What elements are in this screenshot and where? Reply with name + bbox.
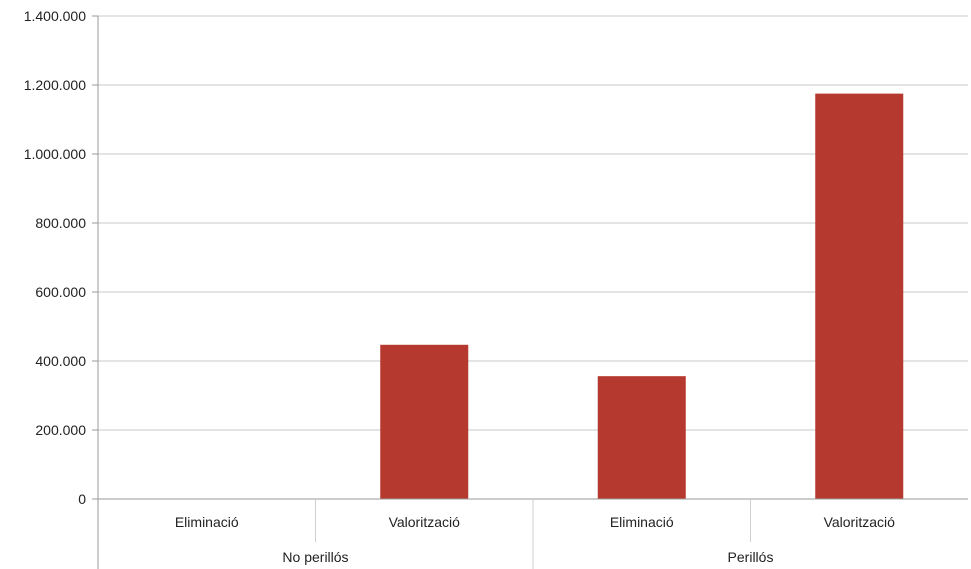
y-axis-tick-labels: 0 200.000 400.000 600.000 800.000 1.000.000 1.…: [24, 8, 87, 507]
bar: [380, 344, 469, 499]
y-tick-label: 200.000: [35, 422, 86, 438]
y-tick-label: 1.200.000: [24, 77, 86, 93]
x-group-label: No perillós: [282, 549, 348, 565]
y-tick-label: 600.000: [35, 284, 86, 300]
y-tick-label: 0: [78, 491, 86, 507]
x-category-label: Eliminació: [610, 514, 674, 530]
y-tick-label: 1.000.000: [24, 146, 86, 162]
x-group-label: Perillós: [728, 549, 774, 565]
bar: [597, 376, 686, 499]
y-tick-label: 1.400.000: [24, 8, 86, 24]
x-axis-group-labels: No perillós Perillós: [282, 549, 773, 565]
x-category-label: Eliminació: [175, 514, 239, 530]
x-category-label: Valorització: [824, 514, 896, 530]
bar: [815, 93, 904, 499]
y-tick-label: 400.000: [35, 353, 86, 369]
axes: [97, 16, 968, 569]
x-axis-category-labels: Eliminació Valorització Eliminació Valoritz…: [175, 514, 895, 530]
x-category-label: Valorització: [389, 514, 461, 530]
y-tick-label: 800.000: [35, 215, 86, 231]
bars: [380, 93, 904, 499]
